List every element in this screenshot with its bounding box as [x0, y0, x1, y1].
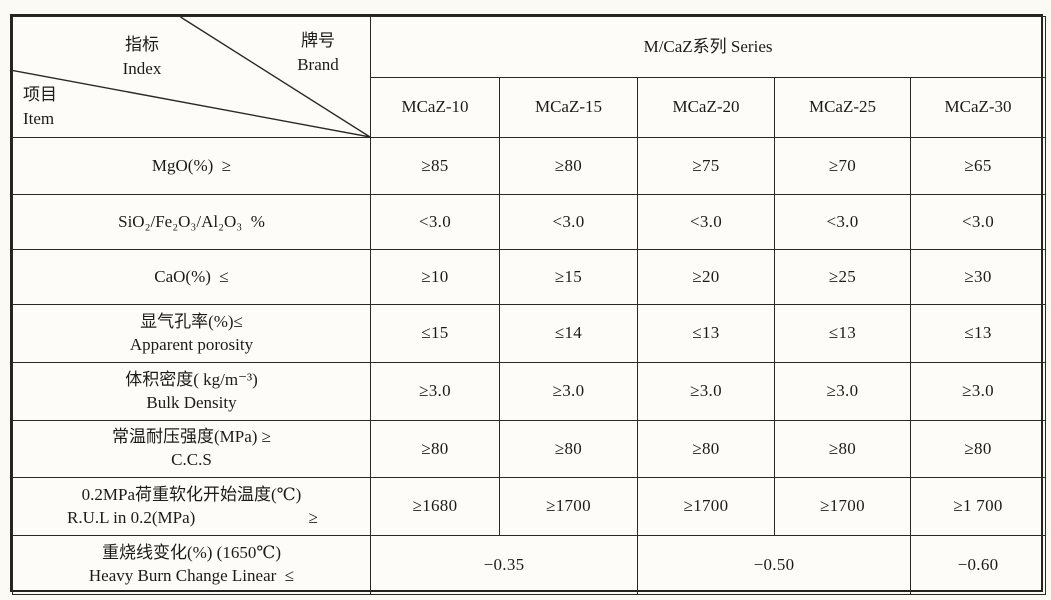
value-cell: ≤14 — [499, 304, 638, 363]
value-cell: ≥1680 — [370, 477, 500, 536]
column-header-mcaz-30: MCaZ-30 — [909, 77, 1047, 138]
value-cell: ≤15 — [370, 304, 500, 363]
value-cell: ≥1700 — [637, 477, 775, 536]
table-row: 重烧线变化(%) (1650℃) Heavy Burn Change Linea… — [12, 535, 1047, 595]
diagonal-lines-icon — [13, 17, 370, 137]
row-label-apparent-porosity: 显气孔率(%)≤ Apparent porosity — [12, 304, 371, 363]
value-cell: ≥1700 — [774, 477, 911, 536]
row-label-ccs: 常温耐压强度(MPa) ≥ C.C.S — [12, 420, 371, 478]
value-cell: ≥80 — [909, 420, 1047, 478]
value-cell: ≥80 — [499, 420, 638, 478]
value-cell: ≤13 — [909, 304, 1047, 363]
value-cell: <3.0 — [499, 194, 638, 250]
row-label-mgo: MgO(%) ≥ — [12, 137, 371, 195]
series-header: M/CaZ系列 Series — [369, 16, 1047, 78]
column-header-mcaz-25: MCaZ-25 — [774, 77, 911, 138]
value-cell: ≥80 — [774, 420, 911, 478]
table-row: 显气孔率(%)≤ Apparent porosity ≤15 ≤14 ≤13 ≤… — [12, 304, 1047, 363]
value-cell-merged: −0.60 — [909, 535, 1047, 595]
value-cell: ≥80 — [637, 420, 775, 478]
value-cell: ≤13 — [774, 304, 911, 363]
row-label-heavy-burn-change: 重烧线变化(%) (1650℃) Heavy Burn Change Linea… — [12, 535, 371, 595]
corner-label-brand-en: Brand — [297, 55, 339, 74]
table-row: 常温耐压强度(MPa) ≥ C.C.S ≥80 ≥80 ≥80 ≥80 ≥80 — [12, 420, 1047, 478]
row-label-rul: 0.2MPa荷重软化开始温度(℃) R.U.L in 0.2(MPa) ≥ — [12, 477, 371, 536]
value-cell: ≥1 700 — [909, 477, 1047, 536]
table-row: 0.2MPa荷重软化开始温度(℃) R.U.L in 0.2(MPa) ≥ ≥1… — [12, 477, 1047, 536]
corner-label-item: 项目 Item — [23, 83, 113, 131]
header-row-series: 指标 Index 牌号 Brand 项目 Item M/CaZ系列 Series — [12, 16, 1047, 138]
value-cell: ≥3.0 — [774, 362, 911, 421]
corner-label-index-zh: 指标 — [125, 35, 159, 54]
value-cell: <3.0 — [370, 194, 500, 250]
column-header-mcaz-10: MCaZ-10 — [370, 77, 500, 138]
corner-label-index: 指标 Index — [75, 33, 209, 81]
value-cell: ≥25 — [774, 249, 911, 305]
corner-label-brand-zh: 牌号 — [301, 31, 335, 50]
table-row: SiO₂/Fe₂O₃/Al₂O₃ % <3.0 <3.0 <3.0 <3.0 <… — [12, 194, 1047, 250]
corner-label-brand: 牌号 Brand — [276, 29, 360, 77]
row-label-cao: CaO(%) ≤ — [12, 249, 371, 305]
table-row: MgO(%) ≥ ≥85 ≥80 ≥75 ≥70 ≥65 — [12, 137, 1047, 195]
corner-label-index-en: Index — [122, 59, 162, 78]
value-cell: ≥65 — [909, 137, 1047, 195]
column-header-mcaz-20: MCaZ-20 — [637, 77, 775, 138]
value-cell: ≥85 — [370, 137, 500, 195]
rul-label-en: R.U.L in 0.2(MPa) — [67, 507, 196, 527]
value-cell: ≥3.0 — [637, 362, 775, 421]
value-cell: <3.0 — [774, 194, 911, 250]
value-cell: ≥70 — [774, 137, 911, 195]
spec-table: 指标 Index 牌号 Brand 项目 Item M/CaZ系列 Series… — [10, 14, 1047, 595]
table-row: CaO(%) ≤ ≥10 ≥15 ≥20 ≥25 ≥30 — [12, 249, 1047, 305]
value-cell: ≥75 — [637, 137, 775, 195]
row-label-bulk-density: 体积密度( kg/m⁻³) Bulk Density — [12, 362, 371, 421]
row-label-sio2: SiO₂/Fe₂O₃/Al₂O₃ % — [12, 194, 371, 250]
table-row: 体积密度( kg/m⁻³) Bulk Density ≥3.0 ≥3.0 ≥3.… — [12, 362, 1047, 421]
column-header-mcaz-15: MCaZ-15 — [499, 77, 638, 138]
rul-label-symbol: ≥ — [308, 507, 318, 527]
corner-label-item-zh: 项目 — [23, 85, 57, 104]
corner-cell: 指标 Index 牌号 Brand 项目 Item — [12, 16, 371, 138]
header-row-brands: MCaZ-10 MCaZ-15 MCaZ-20 MCaZ-25 MCaZ-30 — [13, 77, 1047, 138]
value-cell-merged: −0.35 — [370, 535, 638, 595]
value-cell: ≥10 — [370, 249, 500, 305]
value-cell: ≥30 — [909, 249, 1047, 305]
value-cell: ≥80 — [499, 137, 638, 195]
value-cell: ≥3.0 — [370, 362, 500, 421]
value-cell: ≥1700 — [499, 477, 638, 536]
spec-table-grid: 指标 Index 牌号 Brand 项目 Item M/CaZ系列 Series… — [12, 16, 1047, 595]
value-cell: ≥20 — [637, 249, 775, 305]
corner-label-item-en: Item — [23, 109, 55, 128]
value-cell: ≤13 — [637, 304, 775, 363]
value-cell: <3.0 — [637, 194, 775, 250]
value-cell: ≥80 — [370, 420, 500, 478]
value-cell-merged: −0.50 — [637, 535, 911, 595]
value-cell: ≥3.0 — [909, 362, 1047, 421]
value-cell: <3.0 — [909, 194, 1047, 250]
value-cell: ≥15 — [499, 249, 638, 305]
value-cell: ≥3.0 — [499, 362, 638, 421]
